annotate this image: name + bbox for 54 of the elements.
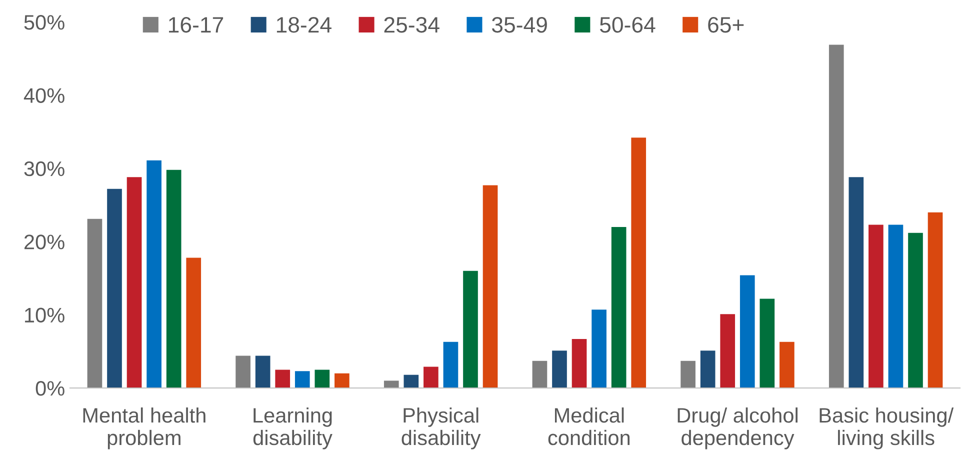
bar bbox=[680, 360, 696, 388]
bar bbox=[760, 298, 775, 388]
bar bbox=[592, 310, 606, 388]
bar bbox=[186, 258, 202, 388]
bar bbox=[443, 342, 458, 388]
bar bbox=[384, 380, 399, 388]
bar bbox=[740, 275, 755, 388]
y-tick-label: 0% bbox=[36, 381, 64, 396]
bar bbox=[255, 356, 270, 388]
bar bbox=[482, 185, 498, 388]
bar bbox=[126, 177, 142, 388]
bar bbox=[275, 370, 290, 388]
bar bbox=[780, 342, 794, 388]
bar bbox=[107, 188, 122, 388]
bar bbox=[908, 232, 923, 388]
bar bbox=[700, 350, 716, 388]
legend-label: 65+ bbox=[708, 16, 744, 33]
y-tick-label: 40% bbox=[24, 88, 64, 103]
x-tick-label: Drug/ alcohol dependency bbox=[678, 407, 798, 450]
bar bbox=[868, 224, 884, 388]
legend-label: 25-34 bbox=[384, 16, 440, 33]
bar bbox=[631, 138, 646, 388]
bar bbox=[166, 170, 182, 388]
y-tick-label: 20% bbox=[24, 234, 64, 250]
y-tick-label: 10% bbox=[25, 308, 64, 323]
bar bbox=[848, 177, 864, 388]
y-tick-label: 30% bbox=[24, 161, 64, 176]
bar bbox=[828, 44, 844, 388]
bar bbox=[87, 218, 102, 388]
legend-label: 16-17 bbox=[169, 16, 224, 33]
x-tick-label: Learning disability bbox=[253, 407, 332, 450]
bar bbox=[552, 350, 567, 388]
bar bbox=[928, 212, 943, 388]
legend-label: 35-49 bbox=[492, 16, 547, 33]
bar bbox=[404, 374, 419, 388]
bar bbox=[424, 366, 438, 388]
y-tick-label: 50% bbox=[24, 15, 64, 30]
bar bbox=[463, 270, 478, 388]
bar bbox=[572, 338, 587, 388]
bar bbox=[314, 370, 330, 388]
bar bbox=[294, 371, 310, 388]
x-tick-label: Basic housing/ living skills bbox=[820, 407, 954, 450]
legend-label: 50-64 bbox=[600, 16, 656, 33]
bar bbox=[532, 360, 548, 388]
bar bbox=[334, 373, 350, 388]
x-tick-label: Physical disability bbox=[402, 407, 481, 450]
bar bbox=[888, 224, 904, 388]
bar bbox=[720, 314, 736, 388]
x-tick-label: Mental health problem bbox=[83, 407, 206, 450]
x-tick-label: Medical condition bbox=[548, 407, 630, 446]
bar bbox=[146, 160, 162, 388]
legend-label: 18-24 bbox=[276, 16, 332, 33]
bar bbox=[236, 356, 250, 388]
bar bbox=[611, 226, 626, 388]
